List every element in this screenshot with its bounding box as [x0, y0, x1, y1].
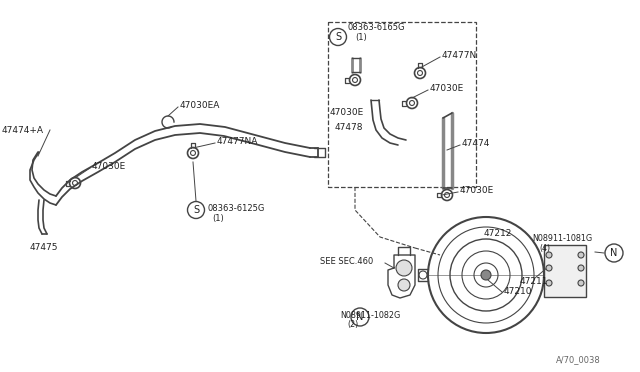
Text: 47030E: 47030E [460, 186, 494, 195]
Text: SEE SEC.460: SEE SEC.460 [320, 257, 373, 266]
Circle shape [578, 280, 584, 286]
Text: 47030EA: 47030EA [180, 100, 220, 109]
Text: N08911-1081G: N08911-1081G [532, 234, 592, 243]
Text: (1): (1) [355, 32, 367, 42]
Text: 47030E: 47030E [92, 161, 126, 170]
Text: 47477NA: 47477NA [217, 137, 259, 145]
Text: (1): (1) [212, 214, 224, 222]
Text: 08363-6125G: 08363-6125G [207, 203, 264, 212]
Text: 47030E: 47030E [330, 108, 364, 116]
Circle shape [481, 270, 491, 280]
Text: 47211: 47211 [520, 276, 548, 285]
Circle shape [546, 280, 552, 286]
Text: 47477N: 47477N [442, 51, 477, 60]
Bar [328, 22, 476, 187]
Text: S: S [193, 205, 199, 215]
Text: N08911-1082G: N08911-1082G [340, 311, 400, 320]
Text: (4): (4) [539, 244, 550, 253]
Text: 47475: 47475 [30, 243, 58, 251]
Text: 47030E: 47030E [430, 83, 464, 93]
Text: 47212: 47212 [484, 228, 513, 237]
Circle shape [398, 279, 410, 291]
Circle shape [546, 265, 552, 271]
Text: S: S [335, 32, 341, 42]
Text: 47210: 47210 [504, 288, 532, 296]
Text: N: N [356, 312, 364, 322]
Text: 47474+A: 47474+A [2, 125, 44, 135]
Text: (2): (2) [347, 321, 358, 330]
Circle shape [578, 252, 584, 258]
Bar [544, 245, 586, 297]
Text: 47478: 47478 [335, 122, 364, 131]
Text: A/70_0038: A/70_0038 [556, 356, 601, 365]
Circle shape [546, 252, 552, 258]
Text: 47474: 47474 [462, 138, 490, 148]
Text: N: N [611, 248, 618, 258]
Circle shape [578, 265, 584, 271]
Text: 08363-6165G: 08363-6165G [348, 22, 406, 32]
Circle shape [396, 260, 412, 276]
